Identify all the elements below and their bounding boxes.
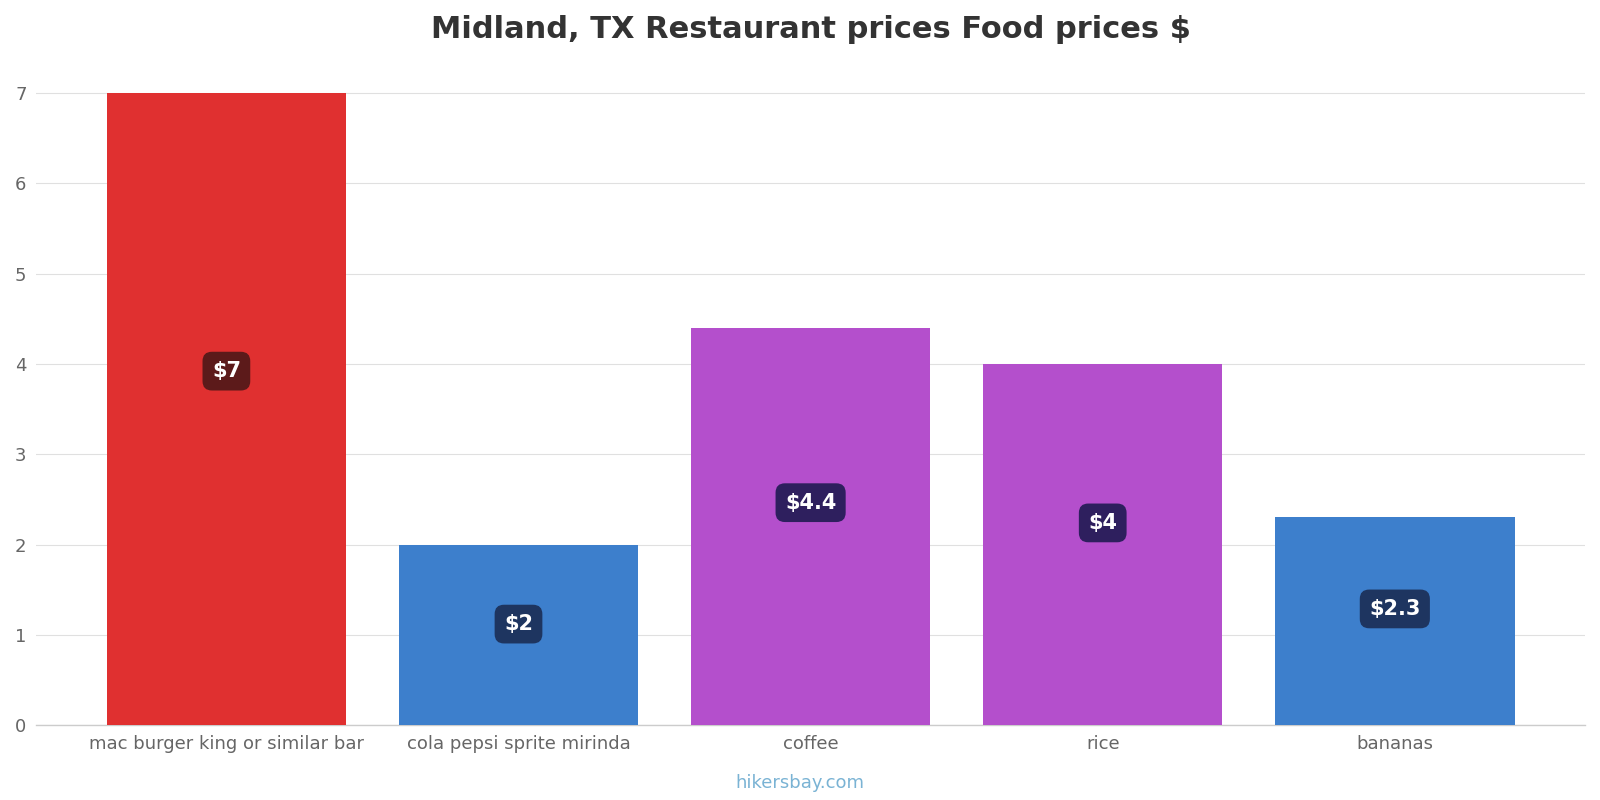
Bar xyxy=(107,93,346,726)
Text: $4.4: $4.4 xyxy=(786,493,837,513)
Bar xyxy=(398,545,638,726)
Bar xyxy=(1275,518,1515,726)
Text: $2.3: $2.3 xyxy=(1370,599,1421,619)
Text: $4: $4 xyxy=(1088,513,1117,533)
Bar xyxy=(982,364,1222,726)
Text: $2: $2 xyxy=(504,614,533,634)
Text: hikersbay.com: hikersbay.com xyxy=(736,774,864,792)
Title: Midland, TX Restaurant prices Food prices $: Midland, TX Restaurant prices Food price… xyxy=(430,15,1190,44)
Bar xyxy=(691,328,930,726)
Text: $7: $7 xyxy=(211,361,242,381)
